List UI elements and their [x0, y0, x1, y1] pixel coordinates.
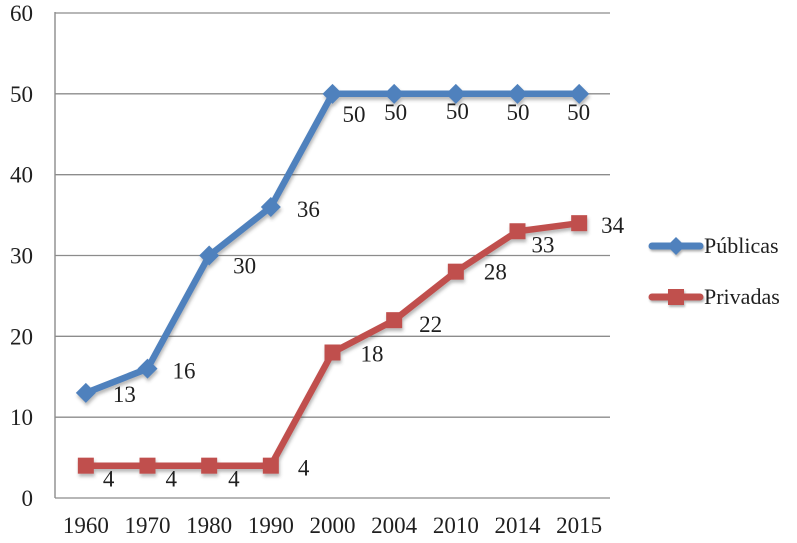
data-labels-layer: 13 16 30 36 50 50 50 50 50 4 4 4 4 18 22 28 33 34 — [103, 99, 625, 492]
x-tick-label: 2010 — [433, 513, 479, 538]
diamond-marker — [322, 83, 343, 104]
legend-item-privadas: Privadas — [648, 284, 780, 310]
x-tick-label: 2000 — [310, 513, 356, 538]
data-label: 34 — [601, 213, 625, 238]
legend-label-privadas: Privadas — [704, 284, 780, 309]
data-label: 4 — [298, 456, 310, 481]
diamond-marker — [445, 83, 466, 104]
x-tick-label: 1980 — [186, 513, 232, 538]
y-tick-label: 10 — [10, 405, 33, 430]
legend-label-publicas: Públicas — [704, 233, 779, 258]
y-tick-label: 40 — [10, 163, 33, 188]
diamond-marker — [199, 245, 220, 266]
diamond-marker — [260, 197, 281, 217]
data-label: 4 — [103, 467, 115, 492]
x-tick-label: 1990 — [248, 513, 294, 538]
legend-item-publicas: Públicas — [648, 233, 780, 259]
data-label: 16 — [173, 359, 196, 384]
diamond-marker — [569, 83, 590, 104]
x-tick-label: 2004 — [371, 513, 418, 538]
x-tick-label: 2015 — [556, 513, 602, 538]
legend-square-marker-icon — [668, 289, 684, 305]
data-label: 18 — [361, 342, 384, 367]
legend-diamond-marker-icon — [667, 237, 685, 255]
data-label: 28 — [484, 260, 507, 285]
square-marker — [77, 457, 94, 474]
data-label: 36 — [297, 197, 320, 222]
data-label: 50 — [343, 102, 366, 127]
data-label: 50 — [567, 100, 590, 125]
square-marker — [571, 215, 588, 232]
y-tick-label: 0 — [22, 486, 34, 511]
y-tick-label: 20 — [10, 324, 33, 349]
data-label: 50 — [507, 100, 530, 125]
series-publicas — [75, 83, 590, 403]
square-marker — [509, 223, 526, 240]
data-label: 4 — [228, 467, 240, 492]
chart-legend: Públicas Privadas — [648, 233, 780, 310]
square-marker — [201, 457, 218, 474]
diamond-marker — [137, 358, 158, 379]
legend-key-publicas-icon — [648, 237, 704, 255]
square-marker — [386, 312, 403, 329]
legend-key-privadas-icon — [648, 289, 704, 305]
x-tick-label: 2014 — [495, 513, 542, 538]
series-privadas — [77, 215, 588, 474]
data-label: 30 — [233, 254, 256, 279]
series-layer — [75, 83, 590, 474]
square-marker — [324, 344, 341, 361]
y-tick-label: 60 — [10, 1, 33, 26]
diamond-marker — [384, 83, 405, 104]
x-tick-label: 1960 — [63, 513, 109, 538]
square-marker — [262, 457, 279, 474]
data-label: 13 — [113, 382, 136, 407]
y-tick-label: 30 — [10, 244, 33, 269]
data-label: 22 — [419, 312, 442, 337]
diamond-marker — [507, 83, 528, 104]
diamond-marker — [75, 382, 96, 403]
square-marker — [139, 457, 156, 474]
data-label: 50 — [446, 99, 469, 124]
square-marker — [447, 263, 464, 280]
data-label: 33 — [532, 232, 555, 257]
x-tick-label: 1970 — [125, 513, 171, 538]
data-label: 4 — [166, 467, 178, 492]
tick-labels-layer: 0 10 20 30 40 50 60 1960 1970 1980 1990 2000 2004 201… — [10, 1, 602, 538]
y-tick-label: 50 — [10, 82, 33, 107]
data-label: 50 — [384, 100, 407, 125]
